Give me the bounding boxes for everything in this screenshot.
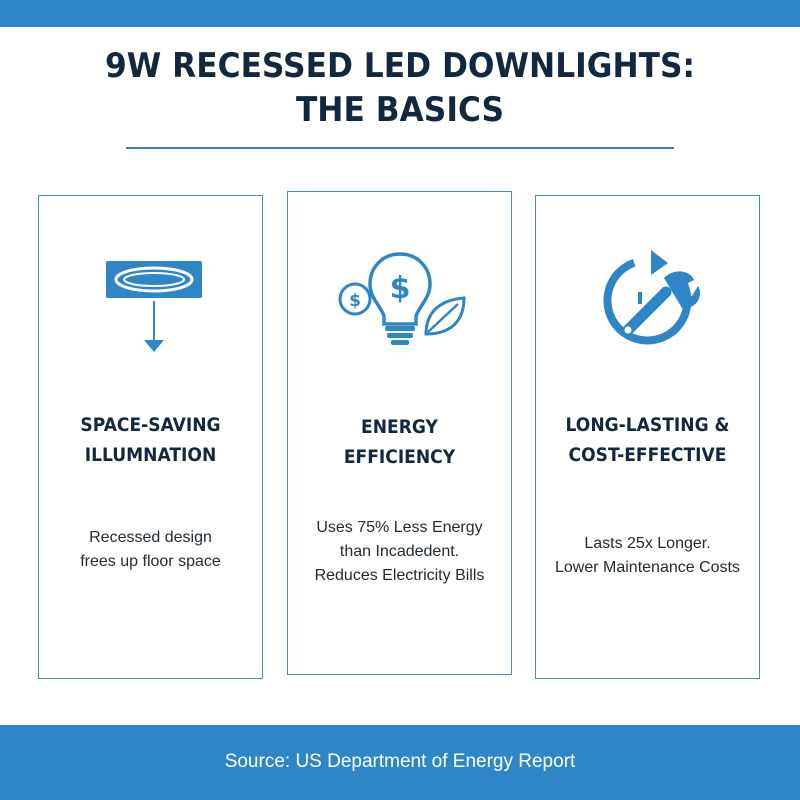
card-heading: LONG-LASTING & COST-EFFECTIVE <box>547 410 748 470</box>
card-body-line-2: than Incadedent. <box>339 543 460 560</box>
title-line-1: 9W RECESSED LED DOWNLIGHTS: <box>104 46 696 86</box>
source-note: Source: US Department of Energy Report <box>224 751 576 772</box>
card-heading-line-1: ENERGY <box>361 416 438 438</box>
recessed-light-icon <box>39 246 262 366</box>
svg-text:$: $ <box>349 291 361 311</box>
svg-text:$: $ <box>390 271 411 306</box>
footer-bar: Source: US Department of Energy Report <box>0 725 800 800</box>
card-heading-line-1: LONG-LASTING & <box>565 414 730 436</box>
card-body-line-1: Recessed design <box>89 529 212 546</box>
card-energy-efficiency: $ $ ENERGY EFFICIENCY Uses 75% Less Ener… <box>287 191 512 675</box>
card-heading-line-2: EFFICIENCY <box>343 446 456 468</box>
card-heading: ENERGY EFFICIENCY <box>299 412 500 472</box>
card-body-line-1: Lasts 25x Longer. <box>584 535 711 552</box>
title-divider <box>126 147 674 149</box>
card-long-lasting: LONG-LASTING & COST-EFFECTIVE Lasts 25x … <box>535 195 760 679</box>
card-description: Recessed design frees up floor space <box>39 526 262 574</box>
card-heading: SPACE-SAVING ILLUMNATION <box>50 410 251 470</box>
card-body-line-2: Lower Maintenance Costs <box>555 559 740 576</box>
page-title: 9W RECESSED LED DOWNLIGHTS: THE BASICS <box>32 44 768 132</box>
card-body-line-1: Uses 75% Less Energy <box>316 519 483 536</box>
card-heading-line-2: ILLUMNATION <box>84 444 217 466</box>
card-space-saving: SPACE-SAVING ILLUMNATION Recessed design… <box>38 195 263 679</box>
card-heading-line-2: COST-EFFECTIVE <box>568 444 727 466</box>
energy-bulb-icon: $ $ <box>288 242 511 362</box>
card-body-line-3: Reduces Electricity Bills <box>314 567 485 584</box>
wrench-cycle-icon <box>536 246 759 366</box>
card-description: Uses 75% Less Energy than Incadedent. Re… <box>288 516 511 588</box>
top-accent-bar <box>0 0 800 27</box>
title-line-2: THE BASICS <box>295 90 505 130</box>
card-description: Lasts 25x Longer. Lower Maintenance Cost… <box>536 532 759 580</box>
card-body-line-2: frees up floor space <box>80 553 221 570</box>
card-heading-line-1: SPACE-SAVING <box>80 414 221 436</box>
